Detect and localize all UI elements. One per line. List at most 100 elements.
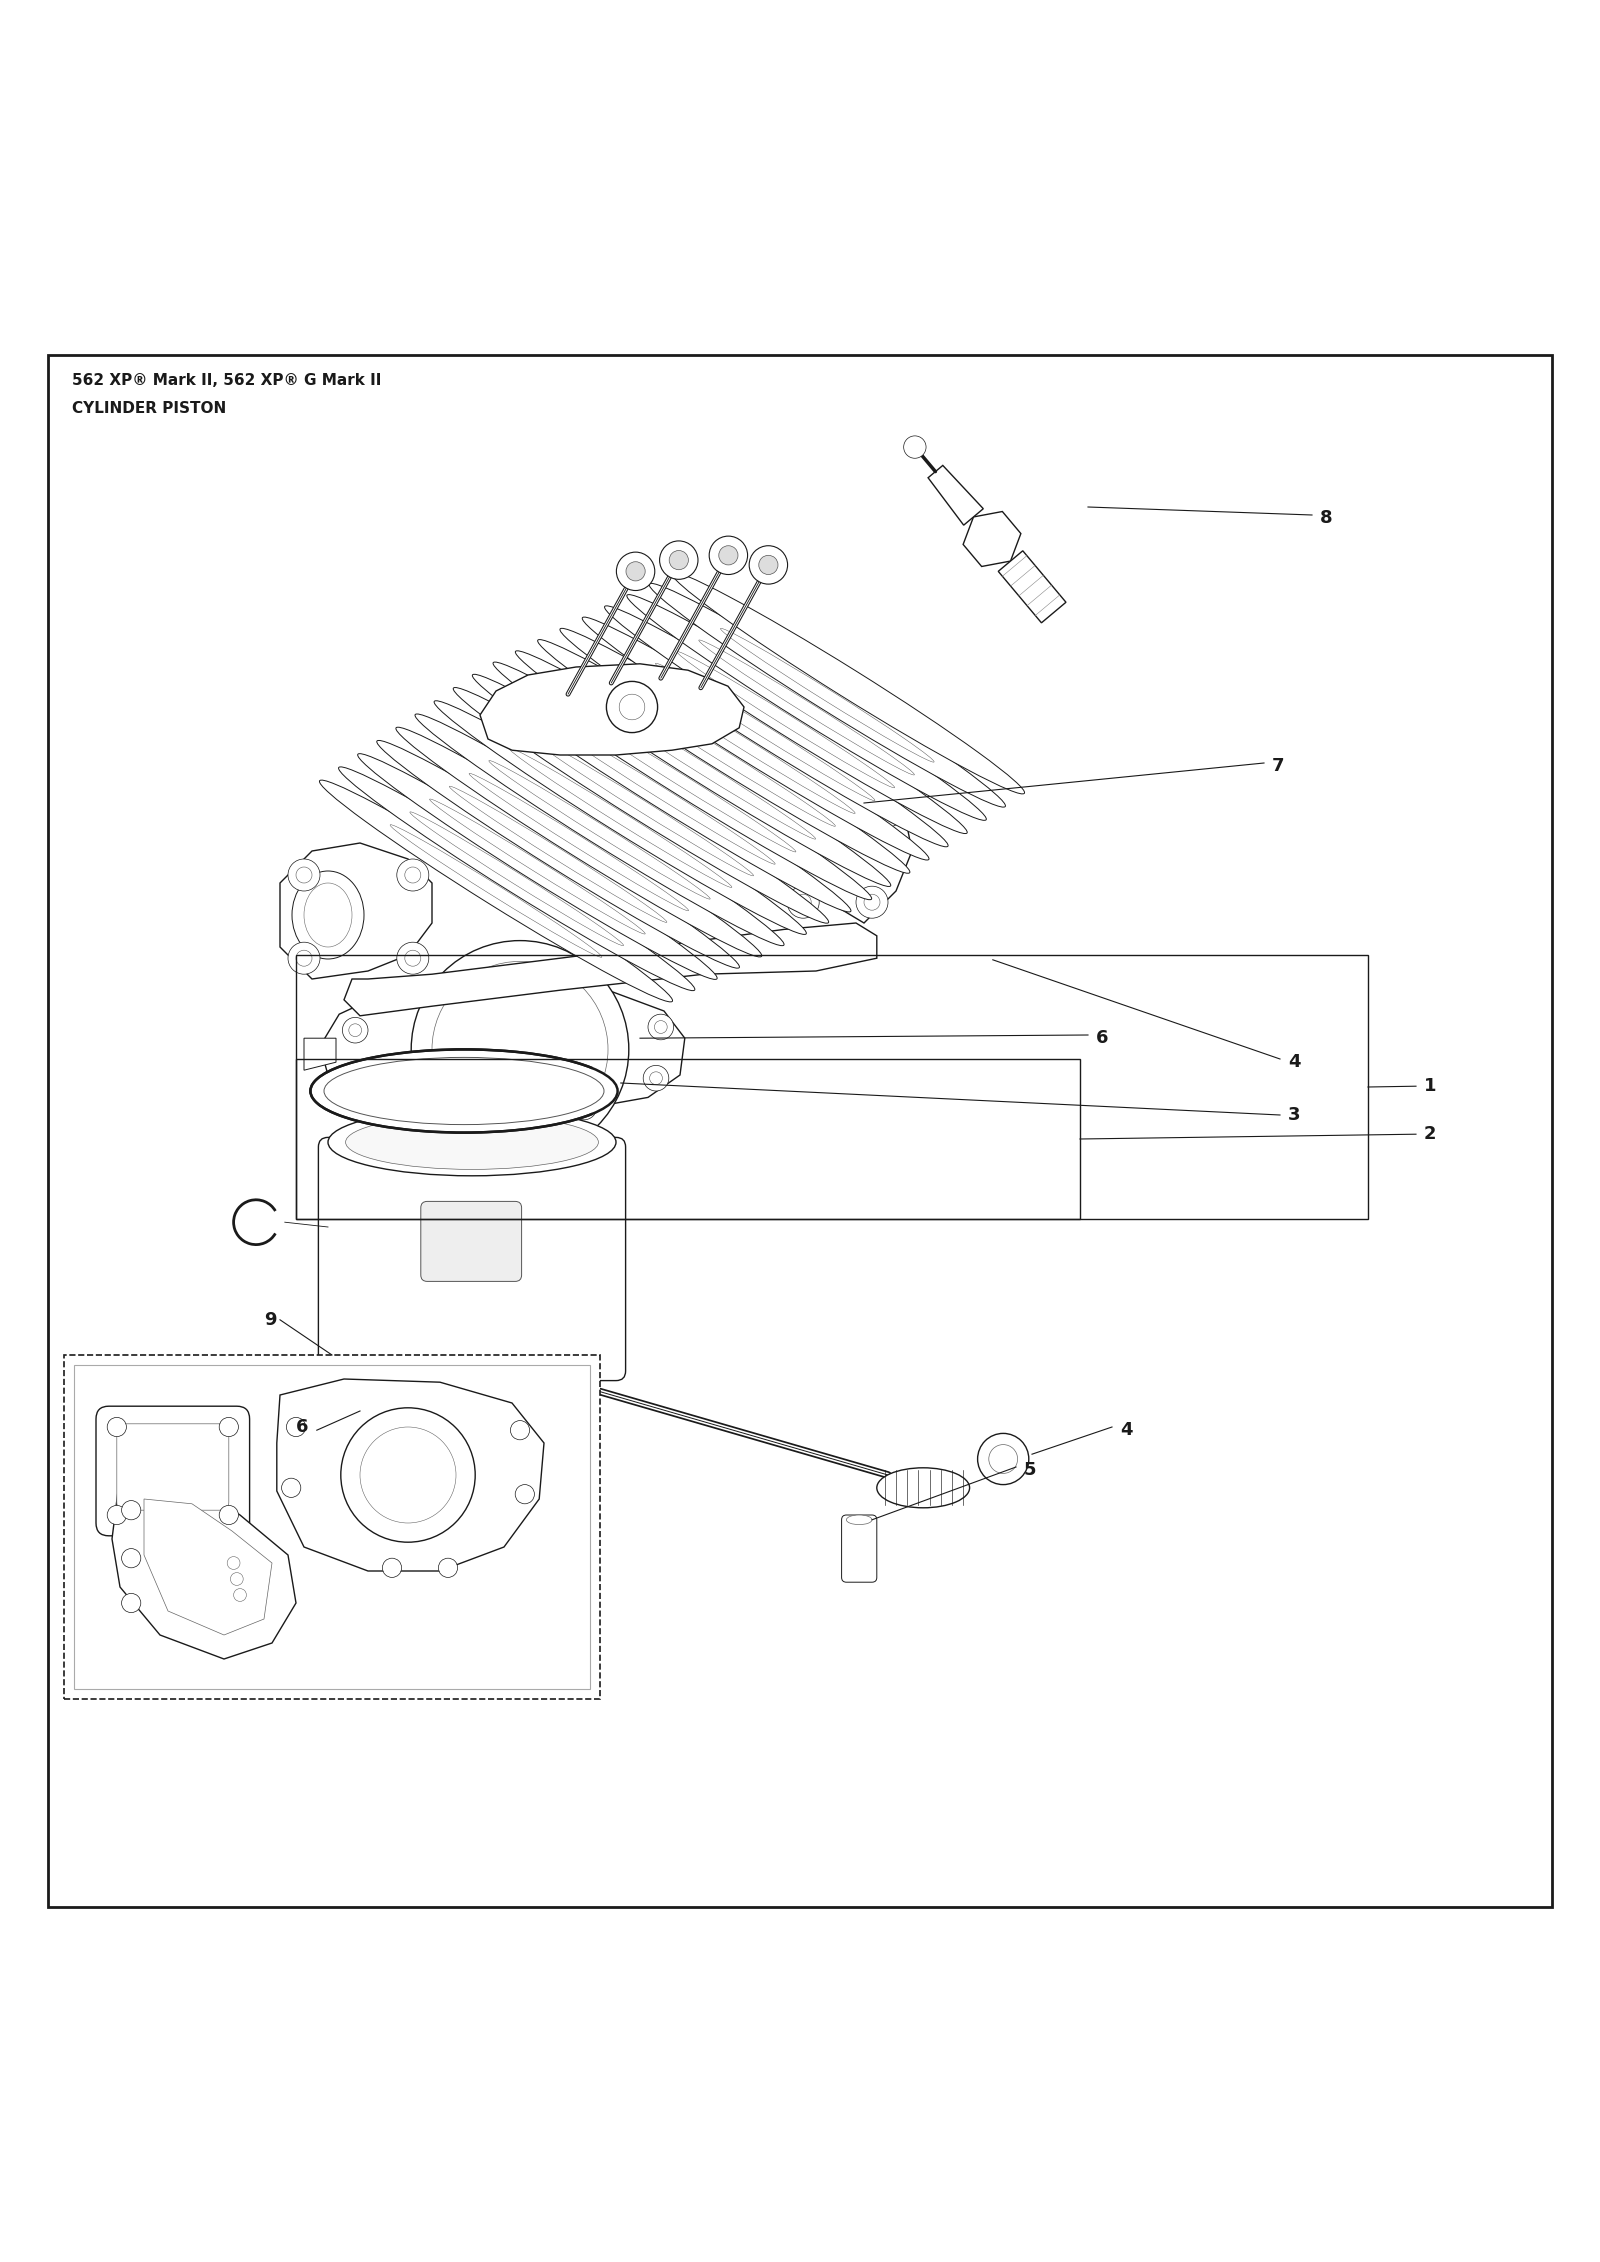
Circle shape: [122, 1549, 141, 1568]
Circle shape: [758, 554, 778, 575]
Circle shape: [219, 1506, 238, 1525]
Circle shape: [360, 1427, 456, 1522]
Circle shape: [864, 893, 880, 909]
Ellipse shape: [395, 726, 762, 957]
Polygon shape: [963, 511, 1021, 566]
Circle shape: [349, 1074, 362, 1088]
Ellipse shape: [528, 735, 754, 875]
Ellipse shape: [538, 640, 910, 873]
Circle shape: [515, 1484, 534, 1504]
Ellipse shape: [613, 685, 835, 826]
Polygon shape: [304, 1038, 336, 1070]
Circle shape: [341, 1407, 475, 1543]
Circle shape: [282, 1477, 301, 1497]
Ellipse shape: [560, 629, 930, 860]
FancyBboxPatch shape: [842, 1516, 877, 1581]
Ellipse shape: [605, 606, 968, 835]
FancyBboxPatch shape: [117, 1423, 229, 1511]
Circle shape: [342, 1018, 368, 1043]
Circle shape: [904, 437, 926, 459]
Ellipse shape: [469, 774, 688, 912]
Circle shape: [296, 866, 312, 882]
Circle shape: [643, 1065, 669, 1090]
Circle shape: [669, 550, 688, 570]
Polygon shape: [277, 1380, 544, 1572]
Ellipse shape: [677, 651, 894, 787]
Circle shape: [107, 1418, 126, 1436]
Circle shape: [795, 893, 811, 909]
Text: 4: 4: [1288, 1054, 1301, 1072]
Circle shape: [432, 961, 608, 1138]
Circle shape: [382, 1559, 402, 1577]
Bar: [296, 1059, 1080, 1219]
Polygon shape: [280, 844, 432, 979]
Ellipse shape: [590, 699, 816, 839]
Ellipse shape: [582, 618, 949, 846]
Polygon shape: [784, 783, 912, 923]
Ellipse shape: [634, 674, 854, 814]
Polygon shape: [440, 1366, 544, 1427]
Circle shape: [989, 1445, 1018, 1473]
Text: 2: 2: [1424, 1124, 1437, 1142]
Circle shape: [438, 1559, 458, 1577]
Circle shape: [654, 1020, 667, 1034]
Ellipse shape: [656, 663, 875, 801]
FancyBboxPatch shape: [421, 1201, 522, 1280]
Circle shape: [626, 561, 645, 581]
Polygon shape: [344, 923, 877, 1016]
Polygon shape: [998, 550, 1066, 622]
Circle shape: [872, 794, 904, 828]
Ellipse shape: [846, 1516, 872, 1525]
Circle shape: [450, 1102, 462, 1113]
Ellipse shape: [320, 780, 672, 1002]
Polygon shape: [320, 982, 685, 1111]
Circle shape: [405, 950, 421, 966]
Circle shape: [234, 1588, 246, 1601]
Circle shape: [619, 694, 645, 719]
Circle shape: [787, 887, 819, 918]
Ellipse shape: [376, 740, 739, 968]
Ellipse shape: [699, 640, 914, 776]
Text: 6: 6: [296, 1418, 309, 1436]
Ellipse shape: [304, 882, 352, 948]
Ellipse shape: [414, 715, 784, 946]
Ellipse shape: [390, 826, 602, 957]
Polygon shape: [112, 1468, 296, 1658]
Text: 6: 6: [1096, 1029, 1109, 1047]
Ellipse shape: [627, 595, 986, 821]
Ellipse shape: [472, 674, 851, 912]
Bar: [74, 1364, 590, 1690]
Text: 7: 7: [1272, 758, 1285, 776]
Circle shape: [288, 860, 320, 891]
Circle shape: [296, 950, 312, 966]
Ellipse shape: [453, 688, 829, 923]
Text: 9: 9: [264, 1310, 277, 1328]
Ellipse shape: [310, 1050, 618, 1133]
Circle shape: [286, 1418, 306, 1436]
Ellipse shape: [410, 812, 624, 946]
Text: 3: 3: [1288, 1106, 1301, 1124]
Text: 1: 1: [1424, 1077, 1437, 1095]
Polygon shape: [144, 1500, 272, 1635]
Ellipse shape: [877, 1468, 970, 1509]
Circle shape: [405, 866, 421, 882]
Circle shape: [606, 681, 658, 733]
Ellipse shape: [430, 798, 645, 934]
Ellipse shape: [493, 663, 872, 900]
Text: CYLINDER PISTON: CYLINDER PISTON: [72, 400, 226, 416]
Circle shape: [107, 1506, 126, 1525]
Circle shape: [411, 941, 629, 1158]
Circle shape: [978, 1434, 1029, 1484]
Circle shape: [122, 1500, 141, 1520]
Circle shape: [749, 545, 787, 584]
Ellipse shape: [323, 1056, 605, 1124]
Text: 8: 8: [1320, 509, 1333, 527]
Circle shape: [122, 1592, 141, 1613]
Text: 5: 5: [1024, 1461, 1037, 1479]
Ellipse shape: [515, 651, 891, 887]
Ellipse shape: [346, 1115, 598, 1169]
Ellipse shape: [358, 753, 717, 979]
FancyBboxPatch shape: [318, 1138, 626, 1380]
Circle shape: [510, 1421, 530, 1441]
Circle shape: [443, 1095, 469, 1120]
